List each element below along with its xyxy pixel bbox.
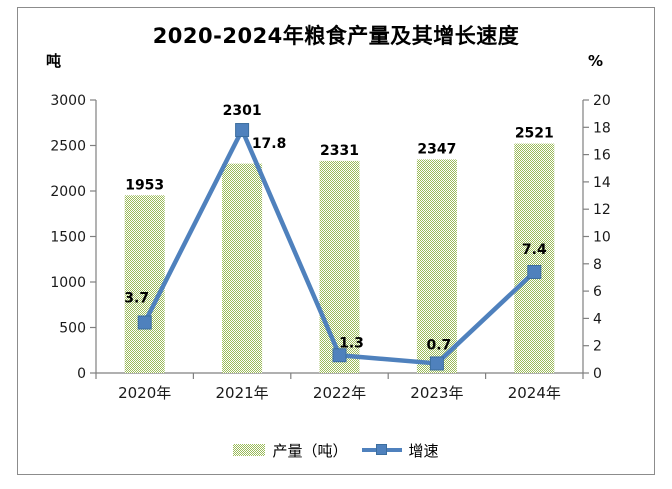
x-axis-category-label: 2022年 — [313, 384, 366, 402]
left-axis-tick-label: 0 — [77, 366, 86, 382]
right-axis-tick-label: 8 — [593, 257, 602, 273]
left-axis-tick-label: 2000 — [50, 184, 86, 200]
production-bar-series — [124, 143, 555, 373]
right-axis-tick-label: 2 — [593, 339, 602, 355]
left-axis-tick-label: 1000 — [50, 275, 86, 291]
left-axis-tick-label: 3000 — [50, 93, 86, 109]
x-axis-category-label: 2020年 — [118, 384, 171, 402]
bar-value-label: 2521 — [515, 126, 554, 142]
left-axis-unit-label: 吨 — [46, 52, 62, 70]
bar-value-label: 2301 — [223, 103, 262, 119]
chart-title: 2020-2024年粮食产量及其增长速度 — [152, 24, 520, 48]
legend-growth-label: 增速 — [408, 441, 439, 460]
legend: 产量（吨） 增速 — [0, 438, 672, 462]
x-axis-category-label: 2024年 — [508, 384, 561, 402]
bar-2021年 — [222, 163, 263, 373]
growth-value-label: 3.7 — [124, 290, 149, 306]
left-axis-tick-label: 1500 — [50, 230, 86, 246]
right-axis-tick-label: 12 — [593, 202, 611, 218]
right-axis-tick-label: 6 — [593, 284, 602, 300]
legend-production-label: 产量（吨） — [272, 441, 348, 460]
right-axis-tick-label: 16 — [593, 148, 611, 164]
bar-2020年 — [124, 195, 165, 373]
growth-value-label: 7.4 — [522, 242, 547, 258]
production-pattern-swatch-icon — [233, 444, 266, 456]
growth-value-label: 1.3 — [339, 335, 364, 351]
growth-value-label: 0.7 — [426, 337, 451, 353]
growth-marker-sample — [375, 444, 387, 455]
growth-value-label: 17.8 — [252, 136, 287, 152]
bar-value-label: 2331 — [320, 143, 359, 159]
bar-2023年 — [416, 159, 457, 373]
right-axis-tick-label: 20 — [593, 93, 611, 109]
right-axis-tick-label: 18 — [593, 120, 611, 136]
x-axis-category-label: 2021年 — [216, 384, 269, 402]
right-axis-tick-label: 0 — [593, 366, 602, 382]
right-axis-tick-label: 4 — [593, 311, 602, 327]
left-axis-tick-label: 2500 — [50, 139, 86, 155]
growth-line-swatch-icon — [361, 443, 402, 457]
x-axis-category-label: 2023年 — [410, 384, 463, 402]
legend-item-growth: 增速 — [361, 440, 439, 461]
growth-marker-2020年 — [137, 315, 152, 330]
legend-item-production: 产量（吨） — [233, 440, 348, 461]
growth-marker-2021年 — [235, 123, 250, 138]
right-axis-tick-label: 14 — [593, 175, 611, 191]
bar-2022年 — [319, 160, 360, 373]
bar-value-label: 2347 — [417, 141, 456, 157]
bar-2024年 — [514, 143, 555, 373]
growth-marker-2024年 — [527, 264, 542, 279]
bar-value-label: 1953 — [125, 177, 164, 193]
left-axis-tick-label: 500 — [59, 321, 86, 337]
right-axis-unit-label: % — [588, 52, 604, 70]
growth-marker-2023年 — [429, 356, 444, 371]
growth-marker-2022年 — [332, 348, 347, 363]
right-axis-tick-label: 10 — [593, 230, 611, 246]
